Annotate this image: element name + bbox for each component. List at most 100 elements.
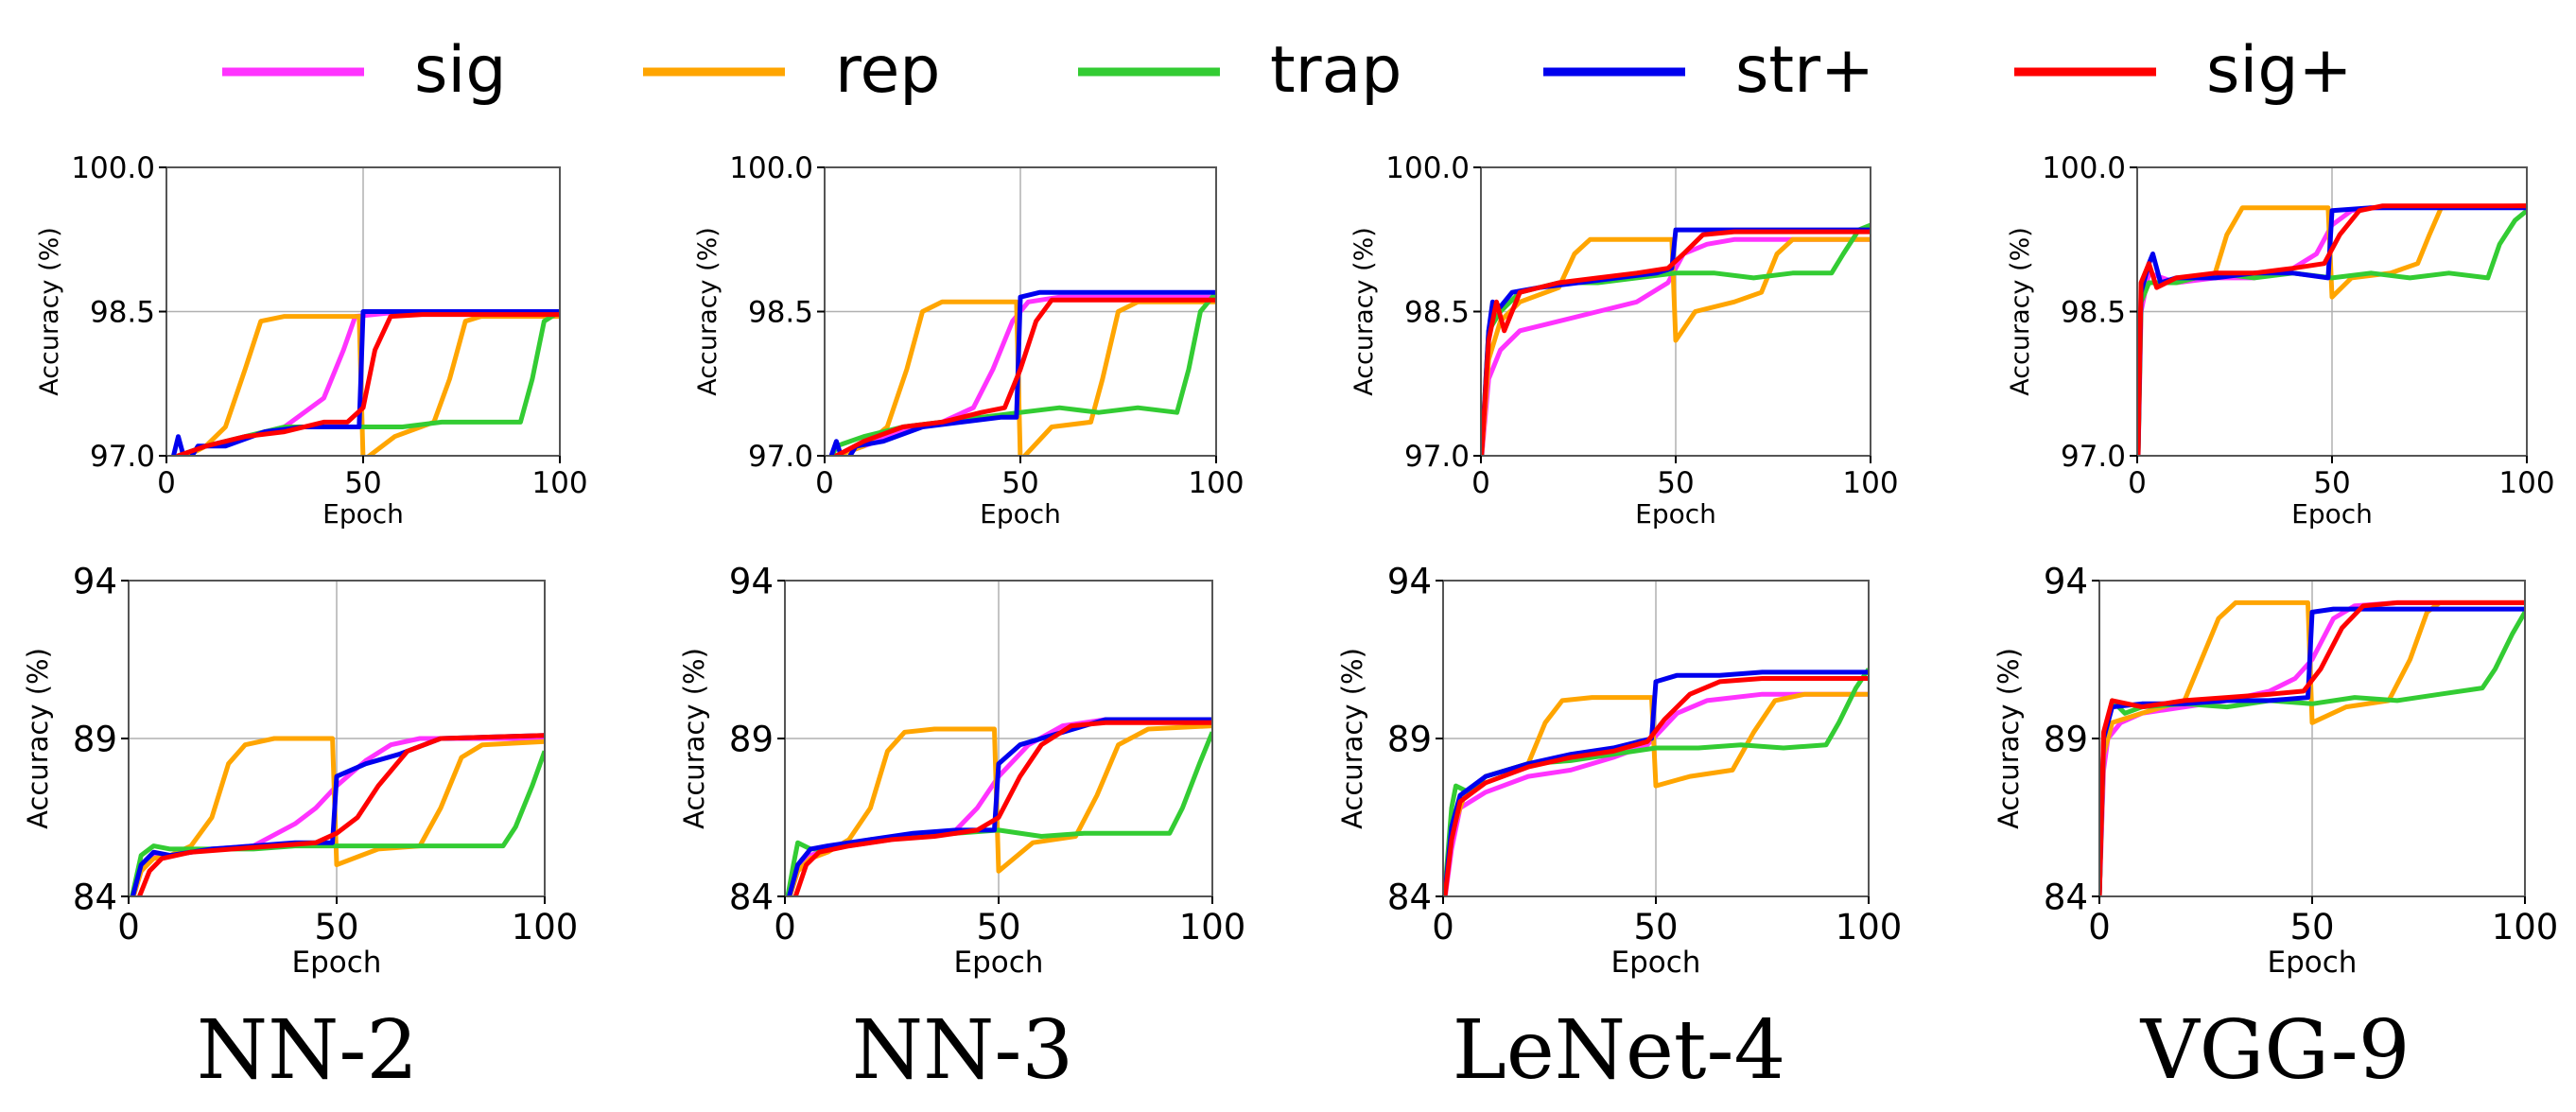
x-tick-label: 0: [157, 466, 176, 500]
series-line-trap: [1443, 668, 1869, 896]
y-tick-label: 89: [73, 719, 117, 759]
series-line-sig-plus: [2099, 599, 2525, 896]
y-tick-label: 97.0: [90, 440, 155, 474]
y-tick-label: 97.0: [1404, 440, 1470, 474]
series-line-trap: [1481, 222, 1871, 456]
series-group: [1443, 668, 1869, 896]
legend-label: sig: [414, 33, 506, 108]
series-line-sig-plus: [792, 720, 1212, 896]
series-line-trap: [2137, 208, 2527, 456]
column-title-vgg-9: VGG-9: [2140, 1003, 2411, 1098]
x-tick-label: 50: [1001, 466, 1038, 500]
legend-item-trap: trap: [1078, 33, 1401, 108]
legend-label: sig+: [2206, 33, 2352, 108]
series-group: [130, 733, 545, 896]
x-tick-label: 50: [1633, 907, 1678, 947]
column-title-lenet-4: LeNet-4: [1453, 1003, 1785, 1098]
x-axis-label: Epoch: [2268, 946, 2358, 980]
series-line-sig-plus: [136, 733, 545, 896]
y-tick-label: 98.5: [90, 296, 155, 330]
series-line-sig-plus: [1481, 229, 1871, 456]
y-tick-label: 94: [729, 561, 774, 601]
charts-grid: 0 50 100 97.0 98.5 100.0 Epoch Accuracy (%) 0 50 1…: [22, 151, 2558, 980]
y-axis-label: Accuracy (%): [2006, 227, 2035, 396]
series-line-rep: [182, 314, 560, 456]
x-tick-label: 100: [1842, 466, 1898, 500]
series-line-trap: [829, 290, 1216, 456]
x-tick-label: 100: [512, 907, 579, 947]
chart-top-nn-2: 0 50 100 97.0 98.5 100.0 Epoch Accuracy (%): [35, 151, 588, 530]
x-tick-label: 100: [531, 466, 587, 500]
x-axis-label: Epoch: [980, 498, 1061, 530]
x-tick-label: 0: [2128, 466, 2147, 500]
series-line-sig-plus: [175, 312, 560, 456]
x-tick-label: 0: [2088, 907, 2111, 947]
x-axis-label: Epoch: [954, 946, 1044, 980]
y-tick-label: 100.0: [71, 151, 155, 185]
x-axis-label: Epoch: [1635, 498, 1716, 530]
y-tick-label: 94: [1387, 561, 1432, 601]
y-tick-label: 89: [2044, 719, 2088, 759]
y-tick-label: 84: [2044, 877, 2088, 917]
x-tick-label: 50: [2313, 466, 2350, 500]
series-line-sig-plus: [833, 297, 1216, 456]
y-tick-label: 98.5: [1404, 296, 1470, 330]
x-tick-label: 100: [1188, 466, 1244, 500]
y-axis-label: Accuracy (%): [678, 648, 710, 829]
x-axis-label: Epoch: [1611, 946, 1701, 980]
x-axis-label: Epoch: [322, 498, 404, 530]
y-tick-label: 84: [1387, 877, 1432, 917]
series-line-str-plus: [1443, 669, 1869, 896]
legend-label: rep: [835, 33, 940, 108]
y-tick-label: 94: [73, 561, 117, 601]
x-tick-label: 0: [117, 907, 140, 947]
x-tick-label: 50: [344, 466, 381, 500]
chart-top-nn-3: 0 50 100 97.0 98.5 100.0 Epoch Accuracy (%): [693, 151, 1244, 530]
series-group: [170, 309, 560, 456]
series-line-rep: [1481, 236, 1871, 456]
series-line-sig-plus: [2137, 203, 2527, 456]
series-line-rep: [787, 723, 1212, 896]
column-titles: NN-2 NN-3 LeNet-4 VGG-9: [197, 1003, 2411, 1098]
series-group: [2137, 203, 2527, 456]
series-group: [1481, 222, 1871, 456]
x-tick-label: 0: [1432, 907, 1454, 947]
series-line-rep: [2099, 599, 2525, 896]
legend-item-rep: rep: [643, 33, 940, 108]
y-tick-label: 100.0: [729, 151, 813, 185]
legend-label: str+: [1735, 33, 1874, 108]
column-title-nn-3: NN-3: [852, 1003, 1073, 1098]
y-tick-label: 98.5: [2061, 296, 2126, 330]
y-axis-label: Accuracy (%): [35, 227, 64, 396]
legend-item-sig: sig: [222, 33, 506, 108]
series-group: [2099, 599, 2525, 896]
series-line-trap: [130, 750, 545, 896]
x-tick-label: 50: [1657, 466, 1694, 500]
x-tick-label: 50: [314, 907, 358, 947]
x-axis-label: Epoch: [292, 946, 382, 980]
x-tick-label: 100: [1836, 907, 1903, 947]
y-tick-label: 89: [729, 719, 774, 759]
y-tick-label: 97.0: [2061, 440, 2126, 474]
legend: sig rep trap str+ sig+: [222, 33, 2352, 108]
x-tick-label: 100: [2492, 907, 2559, 947]
legend-item-sig-plus: sig+: [2014, 33, 2352, 108]
series-line-str-plus: [828, 289, 1216, 456]
column-title-nn-2: NN-2: [197, 1003, 418, 1098]
legend-label: trap: [1270, 33, 1401, 108]
y-tick-label: 100.0: [2042, 151, 2126, 185]
legend-item-str-plus: str+: [1543, 33, 1874, 108]
chart-top-vgg-9: 0 50 100 97.0 98.5 100.0 Epoch Accuracy (%): [2006, 151, 2555, 530]
y-tick-label: 84: [73, 877, 117, 917]
series-line-sig-plus: [1443, 676, 1869, 896]
y-tick-label: 100.0: [1385, 151, 1470, 185]
series-line-str-plus: [1481, 227, 1871, 456]
y-axis-label: Accuracy (%): [1993, 648, 2025, 829]
series-line-sig: [1481, 236, 1871, 456]
y-axis-label: Accuracy (%): [1336, 648, 1368, 829]
x-tick-label: 0: [815, 466, 834, 500]
x-tick-label: 100: [2498, 466, 2554, 500]
x-tick-label: 50: [976, 907, 1020, 947]
y-axis-label: Accuracy (%): [22, 648, 54, 829]
series-group: [785, 717, 1212, 896]
